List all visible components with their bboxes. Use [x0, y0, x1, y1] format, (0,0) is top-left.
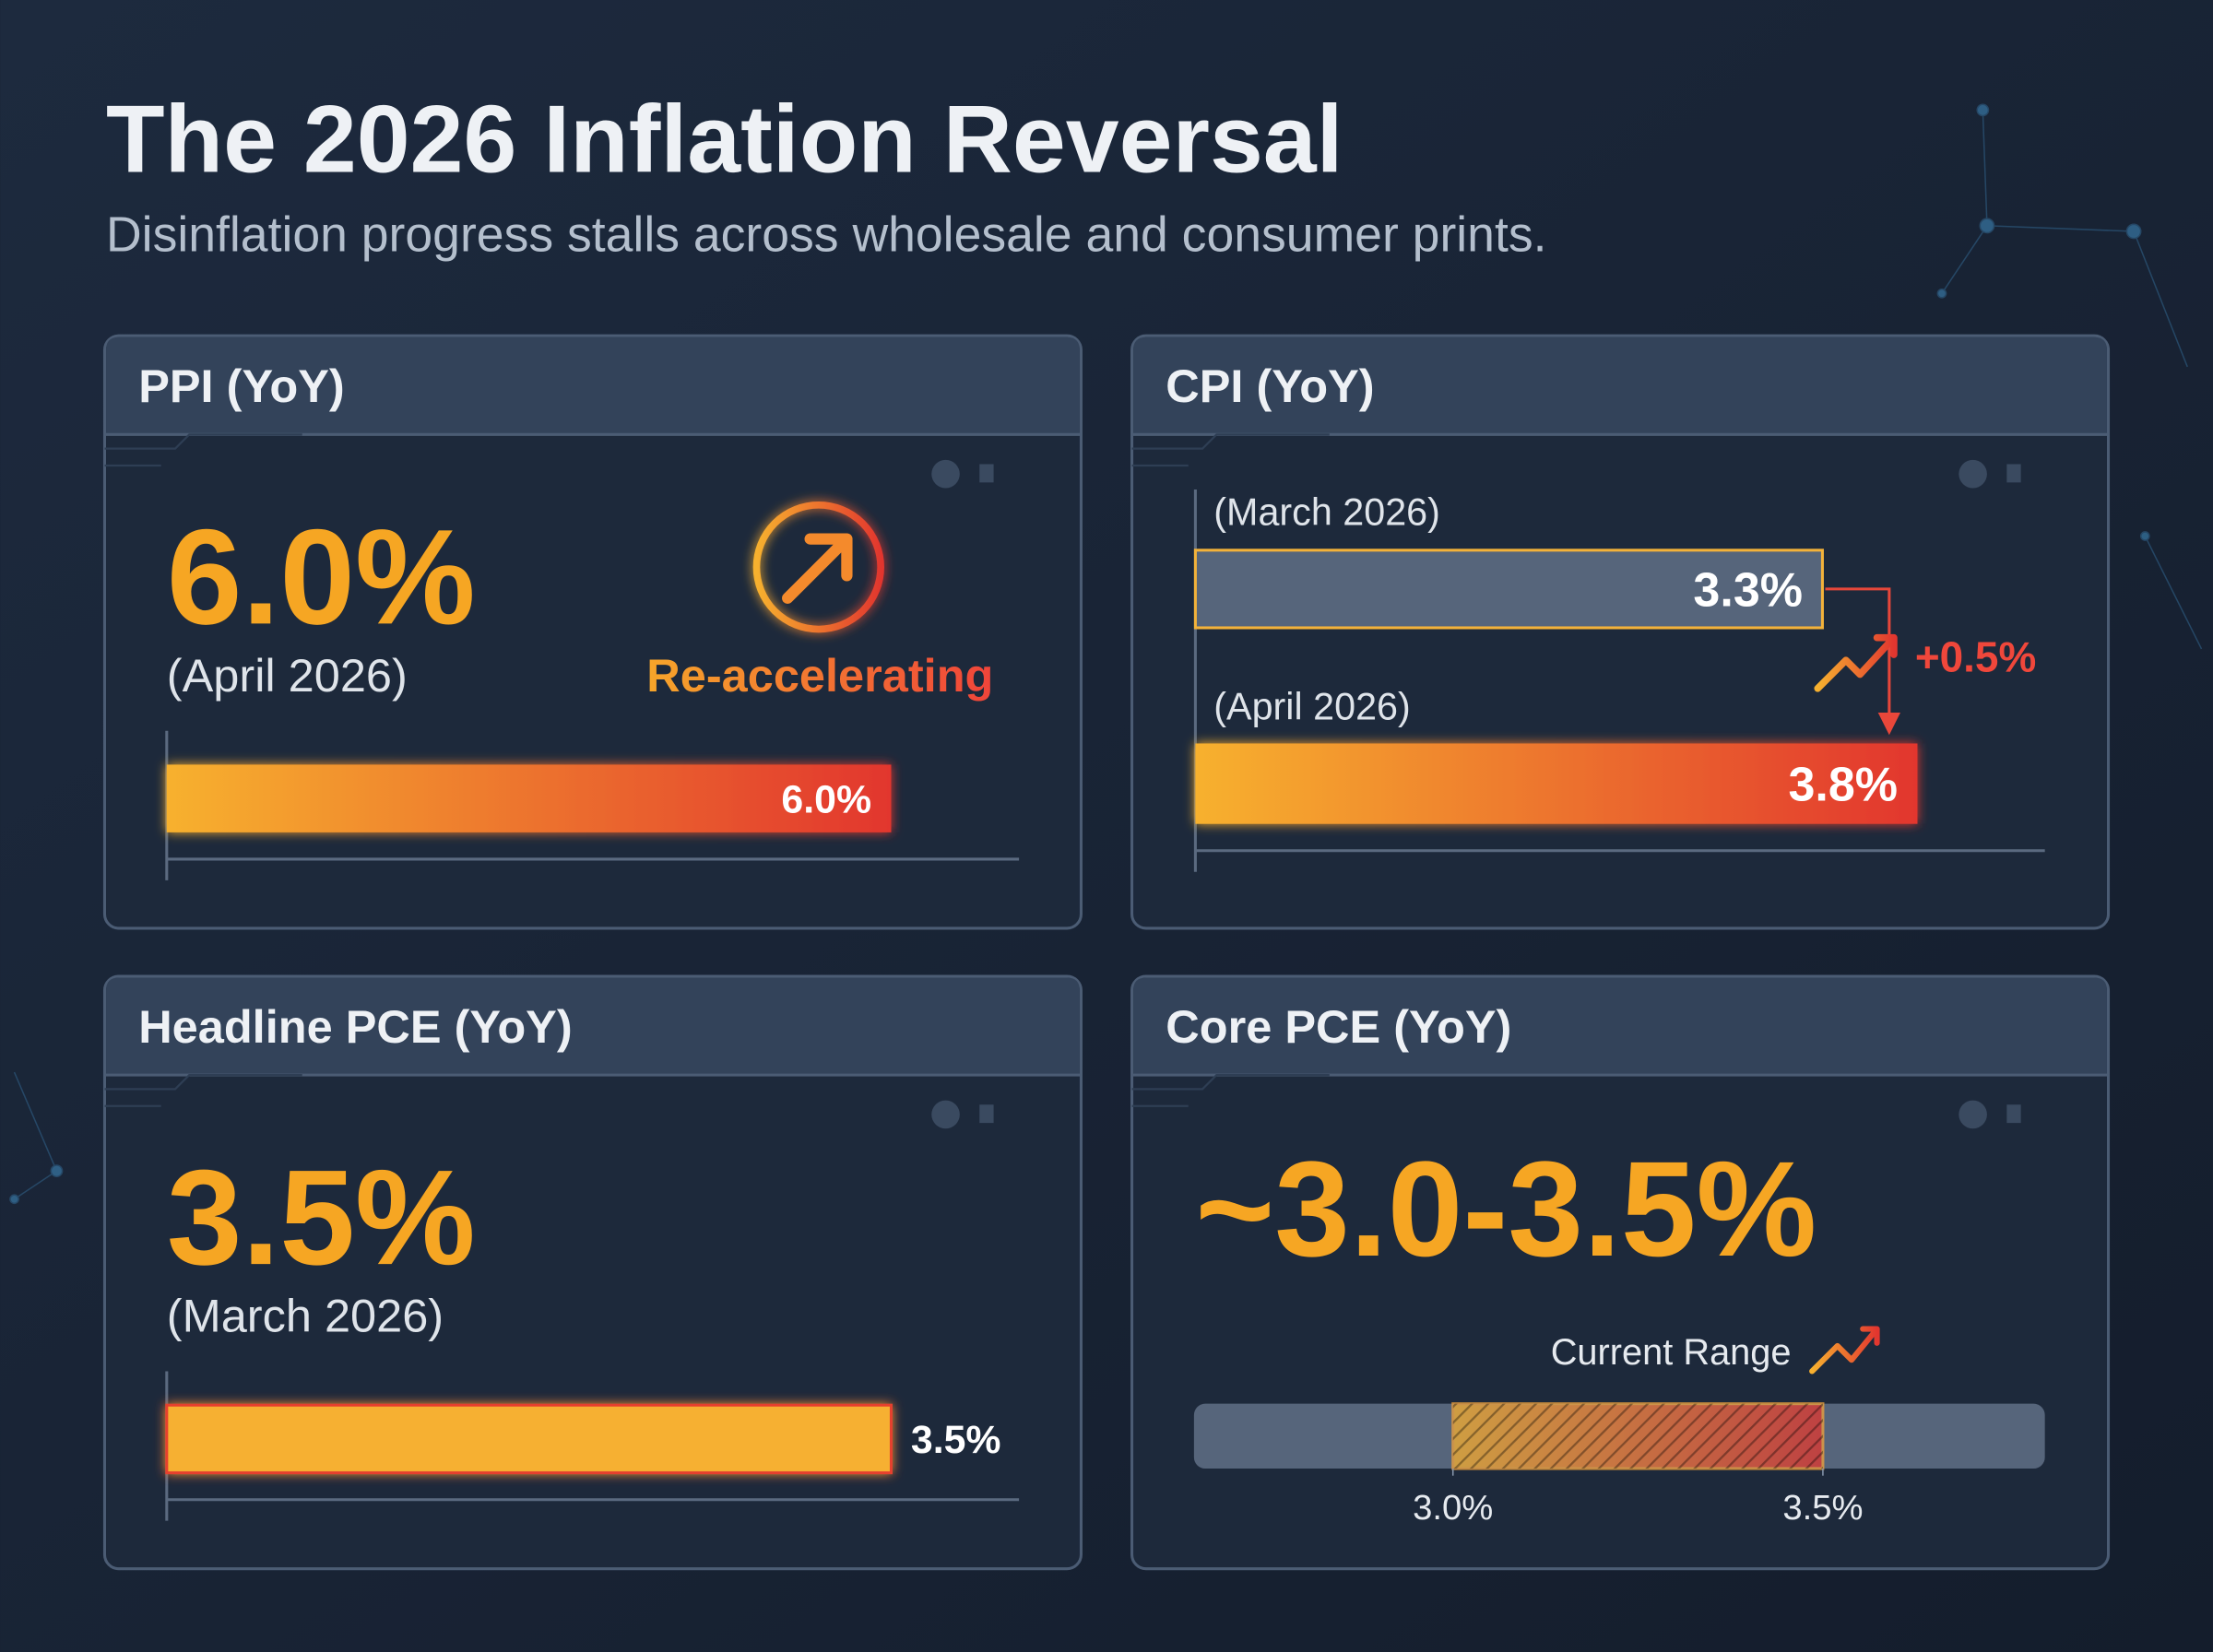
period: (April 2026) — [1213, 685, 1410, 727]
decor-network — [9, 103, 2203, 1205]
page-subtitle: Disinflation progress stalls across whol… — [106, 207, 1546, 262]
change-label: +0.5% — [1915, 632, 2036, 680]
status-label: Re-accelerating — [646, 649, 993, 702]
bar — [1193, 549, 1824, 630]
panel: CPI (YoY) (March 2026) 3.3% (April 2026) 3.8… — [1130, 334, 2111, 930]
decor-icon — [931, 459, 960, 489]
headline-value: 6.0% — [167, 502, 476, 653]
panel-title: CPI (YoY) — [1166, 360, 1374, 412]
panel: Headline PCE (YoY)3.5%(March 2026)3.5% — [102, 974, 1083, 1571]
bar — [166, 764, 892, 832]
change-connector — [1825, 587, 1901, 736]
bar — [1195, 743, 1918, 824]
decor-circuit — [1131, 433, 1330, 467]
decor-icon — [1959, 459, 1987, 489]
panel: PPI (YoY)6.0%(April 2026) Re-accelerating… — [102, 334, 1083, 930]
period: (March 2026) — [1213, 490, 1440, 533]
trend-icon — [1809, 1326, 1880, 1375]
bar-label: 3.5% — [911, 1418, 1001, 1462]
bar-label: 3.8% — [1788, 758, 1898, 811]
period: (March 2026) — [167, 1290, 444, 1342]
page-title: The 2026 Inflation Reversal — [106, 87, 1343, 194]
decor-icon — [2006, 1104, 2021, 1124]
status-arrow — [782, 533, 853, 604]
decor-icon — [2006, 464, 2021, 483]
decor-circuit — [104, 433, 302, 467]
decor-icon — [979, 464, 994, 483]
decor-icon — [979, 1104, 994, 1124]
panel-title: PPI (YoY) — [138, 360, 345, 412]
panel-title: Core PCE (YoY) — [1166, 1000, 1511, 1053]
decor-icon — [931, 1100, 960, 1129]
panel-header — [1133, 977, 2107, 1076]
panel: Core PCE (YoY) ~3.0-3.5% Current Range 3.0%… — [1130, 974, 2111, 1571]
headline-value: 3.5% — [167, 1142, 476, 1293]
x-tick-label: 3.5% — [1782, 1488, 1863, 1528]
panel-header — [106, 977, 1080, 1076]
status-icon — [752, 502, 884, 633]
bar-label: 3.3% — [1693, 563, 1803, 617]
bar-label: 6.0% — [781, 777, 871, 821]
decor-icon — [1959, 1100, 1987, 1129]
bar — [165, 1403, 893, 1475]
panel-header — [1133, 336, 2107, 435]
range-caption: Current Range — [1551, 1332, 1792, 1373]
trend-icon — [1814, 633, 1898, 692]
panel-title: Headline PCE (YoY) — [138, 1000, 572, 1053]
x-tick-label: 3.0% — [1413, 1488, 1493, 1528]
period: (April 2026) — [167, 649, 408, 702]
range-hatch — [1452, 1403, 1823, 1469]
headline-value: ~3.0-3.5% — [1195, 1134, 1817, 1285]
panel-header — [106, 336, 1080, 435]
panels: PPI (YoY)6.0%(April 2026) Re-accelerating… — [102, 334, 2111, 1571]
decor-circuit — [104, 1073, 302, 1107]
decor-circuit — [1131, 1073, 1330, 1107]
